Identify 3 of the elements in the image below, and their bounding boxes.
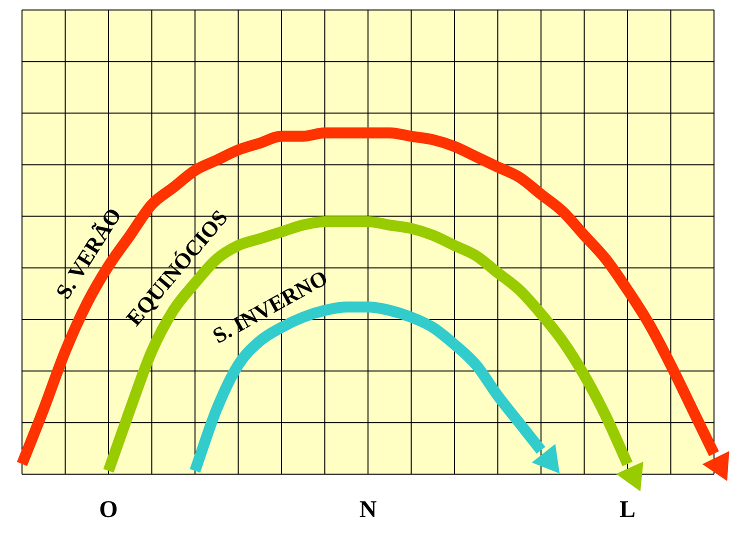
- x-tick-label: L: [619, 496, 636, 523]
- x-tick-label: O: [99, 496, 118, 523]
- x-tick-label: N: [359, 496, 378, 523]
